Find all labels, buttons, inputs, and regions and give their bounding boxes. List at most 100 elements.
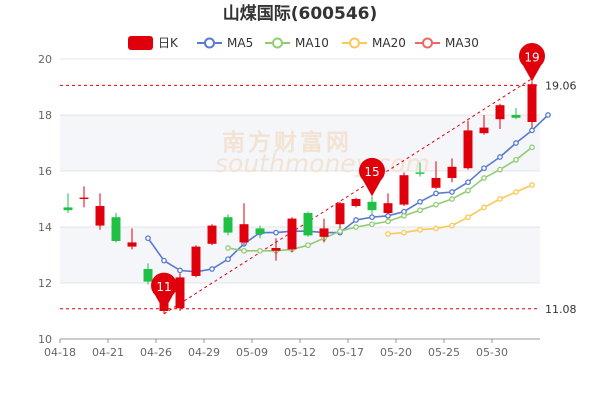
candle-up bbox=[271, 248, 281, 251]
series-line-ma20 bbox=[387, 184, 533, 235]
marker-pin bbox=[519, 43, 546, 82]
series-point-ma10 bbox=[497, 166, 503, 173]
x-tick-label: 05-20 bbox=[380, 346, 412, 359]
candle-up bbox=[431, 178, 441, 188]
series-point-ma20 bbox=[401, 229, 407, 236]
series-point-ma20 bbox=[385, 231, 391, 237]
marker-label: 15 bbox=[364, 165, 379, 179]
legend-label: MA30 bbox=[445, 36, 479, 50]
series-point-ma20 bbox=[513, 189, 519, 195]
series-line-ma5 bbox=[147, 114, 549, 273]
marker-label: 11 bbox=[156, 280, 171, 294]
series-point-ma10 bbox=[433, 201, 439, 208]
candle-up bbox=[495, 105, 505, 120]
series-point-ma5 bbox=[449, 189, 455, 195]
watermark-text: 南方财富网 bbox=[222, 129, 352, 156]
candle-up bbox=[463, 130, 473, 169]
trend-line bbox=[163, 78, 533, 315]
legend-item: MA5 bbox=[197, 36, 253, 50]
candle-down bbox=[111, 217, 121, 241]
legend-swatch-marker bbox=[349, 37, 360, 49]
series-point-ma10 bbox=[465, 187, 471, 194]
candle-up bbox=[95, 206, 105, 226]
series-point-ma10 bbox=[257, 247, 263, 254]
reference-line-label: 11.08 bbox=[545, 303, 577, 316]
legend-label: MA5 bbox=[227, 36, 253, 50]
candle-down bbox=[511, 115, 521, 118]
series-point-ma5 bbox=[209, 266, 215, 272]
candle-up bbox=[287, 218, 297, 250]
legend-swatch-marker bbox=[272, 37, 283, 49]
candle-up bbox=[191, 246, 201, 276]
x-tick-label: 05-25 bbox=[428, 346, 460, 359]
candle-down bbox=[223, 217, 233, 233]
series-point-ma20 bbox=[529, 182, 535, 188]
marker-pin bbox=[151, 272, 178, 311]
candle-up bbox=[335, 203, 345, 225]
candle-up bbox=[399, 175, 409, 205]
candle-up bbox=[319, 228, 329, 237]
series-point-ma10 bbox=[449, 196, 455, 202]
x-tick-label: 05-17 bbox=[332, 346, 364, 359]
candle-up bbox=[383, 203, 393, 213]
series-point-ma5 bbox=[481, 165, 487, 172]
candle-up bbox=[239, 224, 249, 243]
candle-down bbox=[415, 172, 425, 174]
price-marker: 19 bbox=[519, 43, 546, 82]
legend-item: MA10 bbox=[265, 36, 329, 50]
legend-swatch-marker bbox=[204, 37, 215, 49]
candle-up bbox=[447, 166, 457, 178]
series-point-ma10 bbox=[481, 175, 487, 181]
series-point-ma5 bbox=[465, 179, 471, 186]
x-tick-label: 04-29 bbox=[188, 346, 220, 359]
series-point-ma10 bbox=[241, 247, 247, 254]
candle-up bbox=[127, 242, 137, 247]
legend-label: MA10 bbox=[295, 36, 329, 50]
candle-down bbox=[367, 201, 377, 211]
candle-down bbox=[143, 269, 153, 282]
candle-up bbox=[175, 277, 185, 309]
candle-up bbox=[479, 127, 489, 134]
candle-up bbox=[207, 225, 217, 244]
candle-down bbox=[303, 213, 313, 236]
candle-up bbox=[527, 84, 537, 122]
x-tick-label: 05-30 bbox=[476, 346, 508, 359]
series-point-ma5 bbox=[513, 140, 519, 146]
series-point-ma20 bbox=[481, 204, 487, 211]
y-tick-label: 20 bbox=[38, 53, 52, 66]
price-marker: 11 bbox=[151, 272, 178, 311]
marker-pin bbox=[359, 157, 386, 197]
y-tick-label: 12 bbox=[38, 277, 52, 290]
x-tick-label: 04-21 bbox=[92, 346, 124, 359]
series-point-ma10 bbox=[529, 144, 535, 151]
series-point-ma5 bbox=[417, 198, 423, 205]
watermark-text: southmoney.com bbox=[215, 149, 430, 178]
series-point-ma10 bbox=[305, 242, 311, 249]
candle-up bbox=[79, 197, 89, 199]
series-point-ma10 bbox=[353, 224, 359, 230]
series-point-ma5 bbox=[369, 214, 375, 221]
legend-item: 日K bbox=[128, 36, 179, 50]
candle-down bbox=[63, 207, 73, 211]
series-point-ma5 bbox=[545, 112, 551, 118]
series-point-ma10 bbox=[385, 218, 391, 225]
series-point-ma5 bbox=[145, 235, 151, 242]
chart-title: 山煤国际(600546) bbox=[223, 3, 378, 24]
series-point-ma10 bbox=[513, 156, 519, 163]
series-point-ma10 bbox=[369, 221, 375, 228]
price-marker: 15 bbox=[359, 157, 386, 197]
reference-line-label: 19.06 bbox=[545, 79, 577, 92]
series-point-ma20 bbox=[449, 222, 455, 229]
series-point-ma5 bbox=[433, 190, 439, 197]
legend-swatch-marker bbox=[422, 37, 433, 49]
y-tick-label: 10 bbox=[38, 333, 52, 346]
series-point-ma5 bbox=[497, 154, 503, 160]
series-point-ma5 bbox=[177, 267, 183, 274]
series-point-ma10 bbox=[337, 228, 343, 235]
legend-label: 日K bbox=[158, 36, 179, 50]
series-point-ma20 bbox=[433, 225, 439, 232]
series-point-ma10 bbox=[225, 245, 231, 251]
series-point-ma5 bbox=[529, 127, 535, 134]
